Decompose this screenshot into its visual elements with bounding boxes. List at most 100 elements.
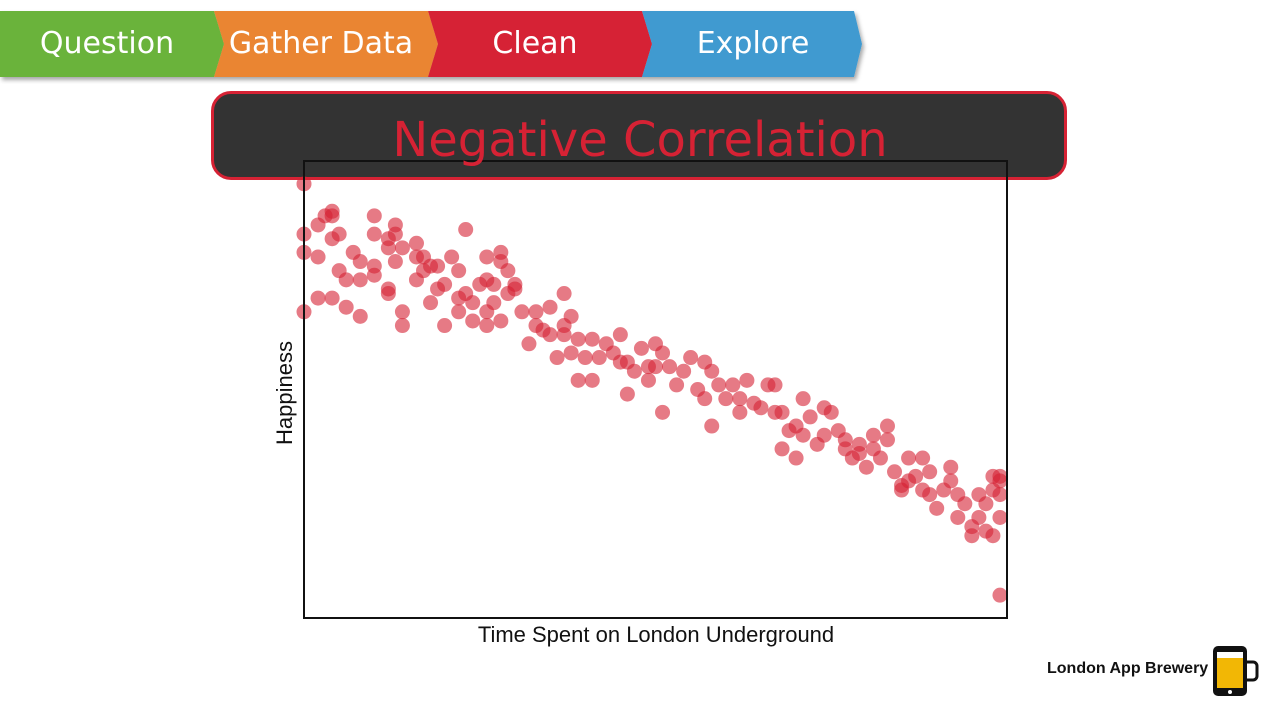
data-point bbox=[626, 363, 642, 379]
data-point bbox=[570, 372, 586, 388]
data-point bbox=[465, 313, 481, 329]
data-point bbox=[992, 587, 1008, 603]
data-point bbox=[704, 418, 720, 434]
data-point bbox=[465, 295, 481, 311]
data-point bbox=[500, 263, 516, 279]
data-point bbox=[795, 427, 811, 443]
data-point bbox=[437, 318, 453, 334]
data-point bbox=[331, 226, 347, 242]
data-point bbox=[957, 496, 973, 512]
data-point bbox=[394, 318, 410, 334]
data-point bbox=[711, 377, 727, 393]
data-point bbox=[542, 299, 558, 315]
data-point bbox=[978, 496, 994, 512]
data-point bbox=[444, 249, 460, 265]
step-gather-data-label[interactable]: Gather Data bbox=[228, 26, 414, 61]
data-point bbox=[310, 290, 326, 306]
data-point bbox=[858, 459, 874, 475]
data-point bbox=[943, 473, 959, 489]
chart-title: Negative Correlation bbox=[392, 112, 888, 168]
data-point bbox=[992, 487, 1008, 503]
data-point bbox=[655, 404, 671, 420]
data-point bbox=[366, 267, 382, 283]
data-point bbox=[718, 391, 734, 407]
data-point bbox=[310, 249, 326, 265]
data-point bbox=[324, 290, 340, 306]
data-point bbox=[767, 377, 783, 393]
data-point bbox=[451, 263, 467, 279]
data-point bbox=[992, 509, 1008, 525]
scatter-points bbox=[296, 176, 1008, 603]
data-point bbox=[451, 304, 467, 320]
data-point bbox=[324, 203, 340, 219]
beer-phone-logo-icon bbox=[1213, 646, 1259, 696]
data-point bbox=[584, 372, 600, 388]
data-point bbox=[753, 400, 769, 416]
data-point bbox=[640, 372, 656, 388]
data-point bbox=[915, 450, 931, 466]
data-point bbox=[591, 350, 607, 366]
data-point bbox=[816, 427, 832, 443]
data-point bbox=[430, 258, 446, 274]
data-point bbox=[823, 404, 839, 420]
step-clean-label[interactable]: Clean bbox=[492, 26, 578, 61]
step-explore-shape bbox=[642, 11, 862, 77]
data-point bbox=[479, 318, 495, 334]
data-point bbox=[563, 345, 579, 361]
data-point bbox=[408, 235, 424, 251]
step-clean-shape bbox=[428, 11, 652, 77]
data-point bbox=[423, 295, 439, 311]
data-point bbox=[549, 350, 565, 366]
data-point bbox=[542, 327, 558, 343]
data-point bbox=[338, 299, 354, 315]
data-point bbox=[887, 464, 903, 480]
data-point bbox=[577, 350, 593, 366]
data-point bbox=[922, 487, 938, 503]
data-point bbox=[394, 304, 410, 320]
data-point bbox=[352, 254, 368, 270]
data-point bbox=[338, 272, 354, 288]
data-point bbox=[851, 436, 867, 452]
data-point bbox=[739, 372, 755, 388]
data-point bbox=[366, 226, 382, 242]
data-point bbox=[633, 340, 649, 356]
data-point bbox=[950, 509, 966, 525]
data-point bbox=[992, 468, 1008, 484]
data-point bbox=[795, 391, 811, 407]
data-point bbox=[380, 240, 396, 256]
data-point bbox=[584, 331, 600, 347]
data-point bbox=[380, 286, 396, 302]
data-point bbox=[352, 308, 368, 324]
data-point bbox=[479, 249, 495, 265]
data-point bbox=[732, 391, 748, 407]
data-point bbox=[697, 391, 713, 407]
data-point bbox=[929, 500, 945, 516]
data-point bbox=[676, 363, 692, 379]
data-point bbox=[872, 450, 888, 466]
data-point bbox=[655, 345, 671, 361]
data-point bbox=[865, 427, 881, 443]
data-point bbox=[922, 464, 938, 480]
data-point bbox=[514, 304, 530, 320]
data-point bbox=[486, 276, 502, 292]
data-point bbox=[669, 377, 685, 393]
data-point bbox=[683, 350, 699, 366]
data-point bbox=[528, 304, 544, 320]
data-point bbox=[704, 363, 720, 379]
step-explore-label[interactable]: Explore bbox=[696, 26, 810, 61]
data-point bbox=[725, 377, 741, 393]
data-point bbox=[387, 254, 403, 270]
step-question-label[interactable]: Question bbox=[39, 26, 175, 61]
data-point bbox=[943, 459, 959, 475]
data-point bbox=[366, 208, 382, 224]
data-point bbox=[774, 441, 790, 457]
data-point bbox=[493, 313, 509, 329]
title-banner bbox=[211, 91, 1067, 180]
brand-name: London App Brewery bbox=[1047, 660, 1209, 677]
data-point bbox=[732, 404, 748, 420]
data-point bbox=[901, 450, 917, 466]
data-point bbox=[612, 327, 628, 343]
data-point bbox=[493, 244, 509, 260]
data-point bbox=[774, 404, 790, 420]
